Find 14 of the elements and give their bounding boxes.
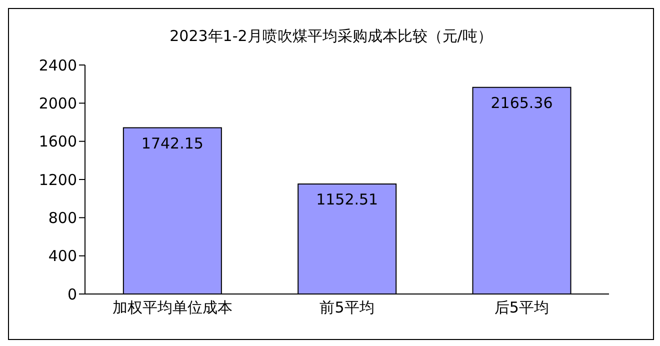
y-tick-label: 1200	[38, 170, 77, 189]
y-tick-label: 2400	[38, 56, 77, 74]
x-tick-label: 加权平均单位成本	[112, 298, 232, 317]
y-tick-label: 800	[48, 208, 77, 227]
chart-title: 2023年1-2月喷吹煤平均采购成本比较（元/吨）	[168, 26, 494, 47]
data-label: 2165.36	[490, 94, 553, 112]
y-tick-label: 0	[67, 285, 77, 304]
x-tick-label: 前5平均	[320, 298, 374, 317]
data-label: 1742.15	[141, 134, 204, 152]
data-label: 1152.51	[316, 190, 378, 209]
y-tick-label: 400	[48, 247, 77, 266]
y-tick-label: 1600	[38, 132, 77, 151]
y-tick-label: 2000	[38, 94, 77, 112]
x-tick-label: 后5平均	[494, 298, 549, 317]
